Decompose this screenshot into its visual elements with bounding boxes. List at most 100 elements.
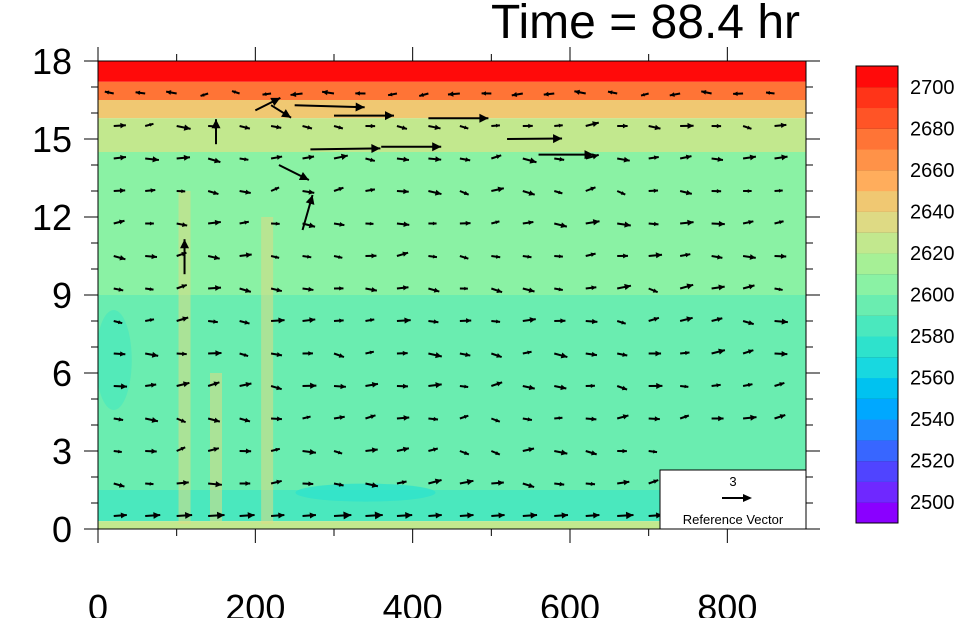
wind-vector	[648, 449, 658, 454]
wind-vector-head	[120, 512, 127, 519]
wind-vector-head	[339, 222, 345, 227]
wind-vector-head	[276, 352, 282, 357]
wind-vector	[648, 124, 661, 131]
wind-vector-head	[180, 418, 186, 423]
colorbar-swatch	[856, 232, 898, 254]
wind-vector-head	[278, 512, 285, 519]
wind-vector-head	[402, 285, 409, 291]
y-tick-label: 12	[32, 197, 72, 238]
colorbar-label: 2500	[910, 492, 955, 514]
wind-vector	[302, 351, 313, 356]
wind-vector	[648, 316, 660, 322]
wind-vector-head	[716, 123, 722, 129]
wind-vector-head	[733, 91, 738, 96]
wind-vector	[507, 134, 563, 144]
wind-vector-head	[592, 121, 599, 128]
wind-vector-head	[308, 481, 314, 487]
wind-vector-head	[496, 288, 503, 293]
wind-vector	[365, 447, 378, 453]
wind-vector-head	[781, 318, 788, 325]
wind-vector-head	[559, 157, 565, 162]
wind-vector	[207, 190, 219, 196]
wind-vector-head	[244, 320, 250, 325]
wind-vector	[617, 156, 630, 163]
wind-vector-head	[447, 91, 454, 97]
wind-vector-head	[561, 512, 568, 519]
wind-vector	[491, 254, 501, 259]
wind-vector	[428, 478, 442, 485]
colorbar-swatch	[856, 336, 898, 358]
wind-vector	[365, 123, 376, 129]
wind-vector	[616, 414, 629, 420]
wind-vector-head	[371, 253, 377, 259]
wind-vector	[459, 125, 469, 130]
wind-vector	[679, 189, 693, 196]
wind-vector-head	[135, 90, 141, 95]
wind-vector-head	[211, 119, 221, 129]
wind-vector-head	[778, 220, 784, 225]
wind-vector-head	[669, 92, 675, 97]
wind-vector	[585, 219, 600, 226]
wind-vector-head	[119, 219, 125, 225]
y-tick-label: 3	[52, 431, 72, 472]
wind-vector-head	[622, 352, 628, 357]
wind-vector	[145, 221, 154, 226]
reference-vector-frame	[659, 469, 807, 530]
wind-vector	[310, 144, 381, 154]
wind-vector	[679, 283, 694, 290]
wind-vector-head	[182, 381, 190, 388]
colorbar-swatch	[856, 149, 898, 171]
wind-vector	[585, 186, 596, 192]
wind-vector-head	[466, 478, 474, 486]
wind-vector	[278, 164, 310, 181]
wind-vector-head	[371, 287, 377, 293]
wind-vector-head	[182, 316, 189, 322]
wind-vector	[617, 511, 634, 520]
wind-vector	[711, 317, 723, 322]
wind-vector	[113, 122, 126, 129]
wind-vector	[176, 316, 189, 322]
wind-vector	[301, 194, 315, 231]
wind-vector	[270, 352, 283, 357]
wind-vector	[554, 157, 565, 162]
wind-vector	[302, 189, 315, 195]
wind-vector	[522, 190, 536, 196]
wind-vector-head	[405, 512, 413, 519]
wind-vector	[522, 417, 533, 422]
wind-vector	[554, 512, 569, 519]
colorbar-label: 2640	[910, 201, 955, 223]
wind-vector	[176, 351, 187, 357]
wind-vector	[428, 221, 437, 226]
wind-vector-head	[496, 353, 502, 358]
wind-vector	[270, 154, 283, 160]
wind-vector-head	[780, 253, 787, 259]
colorbar-swatch	[856, 86, 898, 109]
wind-vector	[765, 91, 775, 95]
wind-vector-head	[183, 124, 191, 131]
wind-vector	[365, 414, 376, 420]
field-band	[98, 100, 806, 119]
wind-vector	[365, 157, 376, 162]
wind-vector-head	[687, 219, 694, 226]
wind-vector	[554, 352, 568, 359]
wind-vector-head	[338, 187, 344, 192]
wind-vector-shaft	[310, 147, 381, 151]
field-band	[98, 118, 806, 152]
wind-vector-head	[404, 317, 411, 324]
wind-vector-head	[307, 125, 312, 130]
colorbar-swatch	[856, 419, 898, 441]
contour-field	[98, 61, 806, 529]
wind-vector	[113, 255, 126, 261]
wind-vector-head	[370, 414, 376, 419]
wind-vector	[334, 111, 394, 121]
wind-vector-head	[481, 91, 486, 96]
wind-vector-head	[213, 417, 220, 423]
wind-vector	[490, 417, 501, 423]
colorbar-swatch	[856, 211, 898, 233]
wind-vector-head	[511, 92, 518, 98]
wind-vector-head	[685, 252, 691, 258]
wind-vector	[113, 383, 128, 390]
wind-vector-head	[338, 482, 344, 487]
wind-vector	[680, 350, 690, 356]
wind-vector-head	[338, 125, 343, 130]
